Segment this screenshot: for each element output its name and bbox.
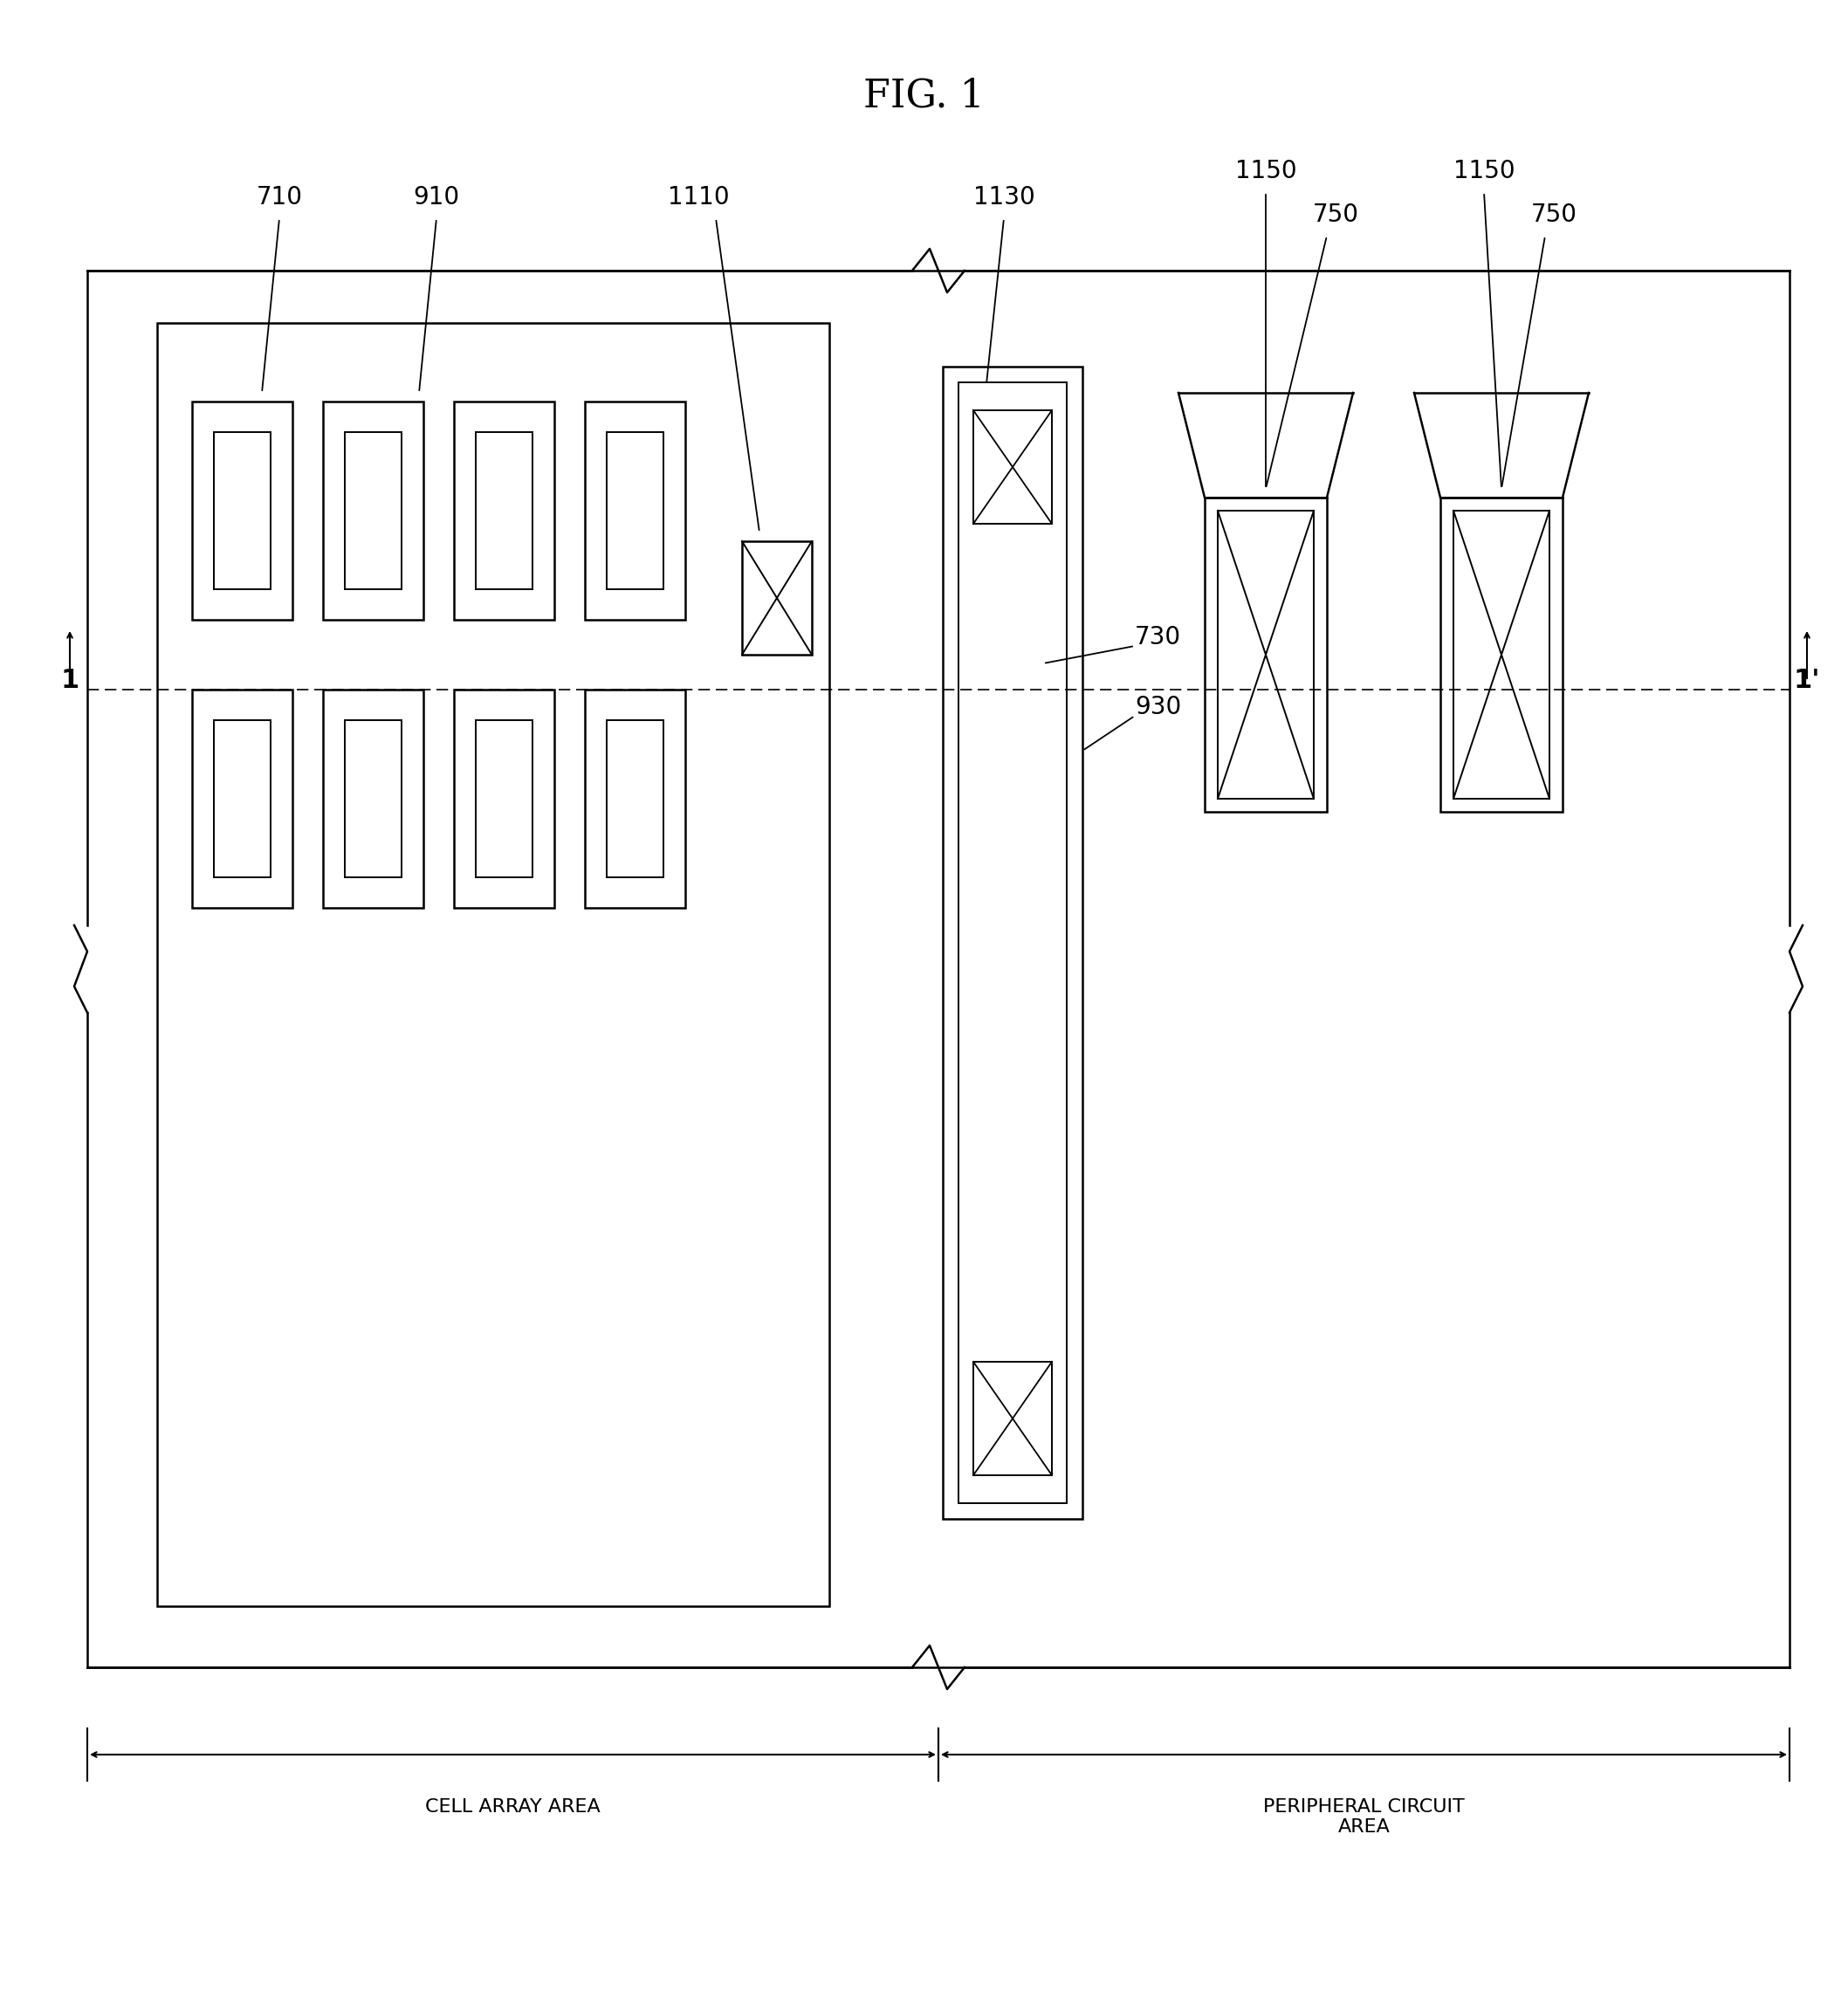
Text: 1: 1 (61, 668, 79, 694)
Bar (584, 402, 686, 620)
Bar (455, 402, 554, 620)
Bar (475, 720, 532, 878)
Text: 910: 910 (414, 186, 460, 210)
Text: CELL ARRAY AREA: CELL ARRAY AREA (425, 1799, 601, 1815)
Bar (323, 402, 423, 620)
Bar (606, 720, 663, 878)
Bar (743, 542, 811, 656)
Bar (606, 432, 663, 590)
Bar (192, 402, 292, 620)
Bar (192, 690, 292, 908)
Bar (475, 432, 532, 590)
Bar (1453, 510, 1549, 800)
Text: 1110: 1110 (667, 186, 730, 210)
Bar (214, 432, 270, 590)
Bar (157, 324, 830, 1605)
Text: 1150: 1150 (1453, 158, 1515, 184)
Bar (455, 690, 554, 908)
Text: FIG. 1: FIG. 1 (863, 78, 985, 114)
Bar (1205, 498, 1327, 812)
Bar (974, 1361, 1052, 1475)
Bar (214, 720, 270, 878)
Bar (346, 432, 401, 590)
Text: 1': 1' (1794, 668, 1820, 694)
Text: 930: 930 (1135, 696, 1181, 720)
Bar (346, 720, 401, 878)
Bar (1440, 498, 1563, 812)
Bar (1218, 510, 1314, 800)
Text: 750: 750 (1530, 202, 1576, 228)
Text: 730: 730 (1135, 626, 1181, 650)
Text: 710: 710 (257, 186, 303, 210)
Bar (974, 410, 1052, 524)
Bar (584, 690, 686, 908)
Bar (323, 690, 423, 908)
Text: 750: 750 (1312, 202, 1358, 228)
Bar (959, 382, 1066, 1503)
Text: 1150: 1150 (1234, 158, 1297, 184)
Text: 1130: 1130 (974, 186, 1035, 210)
Bar (942, 366, 1083, 1519)
Text: PERIPHERAL CIRCUIT
AREA: PERIPHERAL CIRCUIT AREA (1264, 1799, 1465, 1835)
